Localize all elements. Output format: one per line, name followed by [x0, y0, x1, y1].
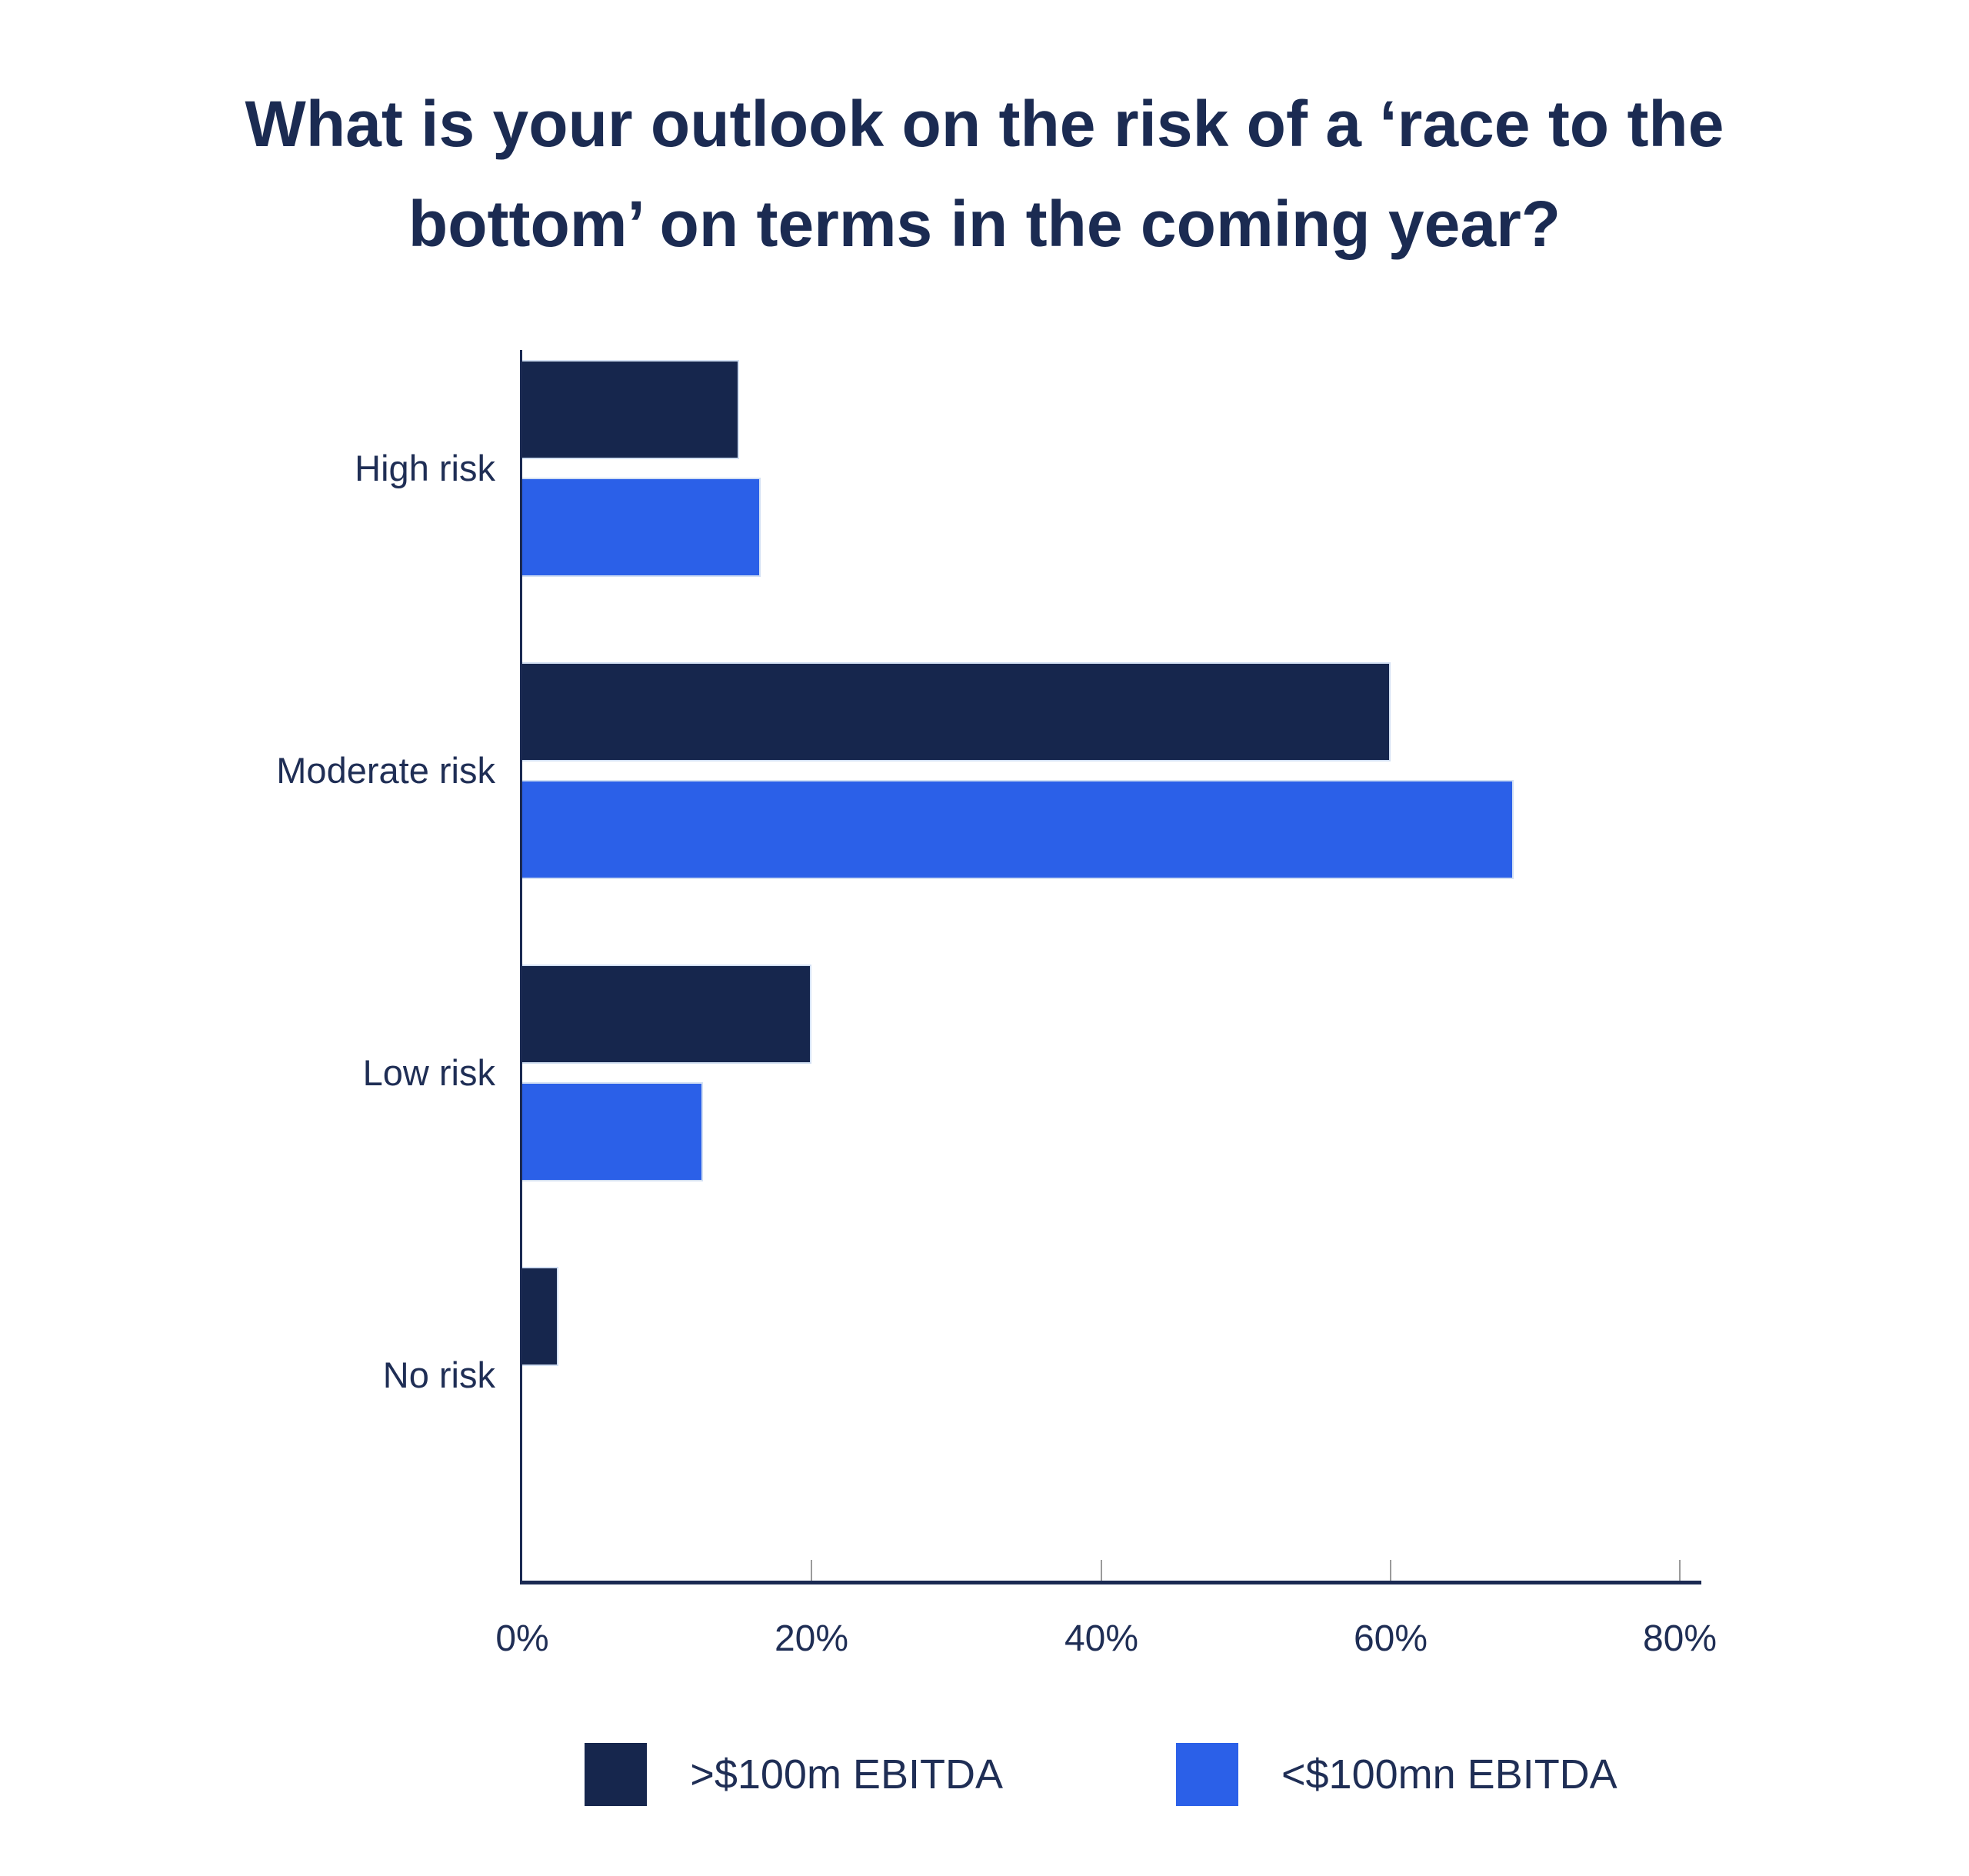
x-tick-label-20: 20% [774, 1618, 849, 1659]
x-tick-mark-40 [1101, 1560, 1102, 1581]
category-label-high-risk: High risk [355, 448, 495, 488]
category-label-moderate-risk: Moderate risk [276, 750, 495, 791]
bar-no-risk-100m-ebitda [522, 1267, 558, 1366]
legend-label-100m-ebitda: >$100m EBITDA [690, 1751, 1003, 1798]
legend: >$100m EBITDA <$100mn EBITDA [522, 1743, 1680, 1806]
legend-swatch-100mn-ebitda [1175, 1743, 1238, 1806]
legend-item-100m-ebitda: >$100m EBITDA [585, 1743, 1003, 1806]
bar-high-risk-100m-ebitda [522, 360, 739, 459]
x-tick-label-40: 40% [1064, 1618, 1139, 1659]
x-tick-label-80: 80% [1642, 1618, 1717, 1659]
bar-moderate-risk-100m-ebitda [522, 662, 1391, 761]
category-label-low-risk: Low risk [362, 1052, 495, 1093]
x-tick-mark-80 [1679, 1560, 1681, 1581]
x-tick-mark-60 [1390, 1560, 1391, 1581]
bar-low-risk-100mn-ebitda [522, 1082, 703, 1181]
bar-high-risk-100mn-ebitda [522, 478, 761, 577]
y-axis-line [520, 350, 522, 1584]
chart-title: What is your outlook on the risk of a ‘r… [62, 74, 1907, 274]
x-tick-label-0: 0% [495, 1618, 549, 1659]
bar-moderate-risk-100mn-ebitda [522, 780, 1514, 879]
chart-title-line-1: What is your outlook on the risk of a ‘r… [245, 88, 1724, 160]
category-label-no-risk: No risk [382, 1355, 495, 1395]
chart-title-line-2: bottom’ on terms in the coming year? [408, 188, 1561, 260]
legend-label-100mn-ebitda: <$100mn EBITDA [1281, 1751, 1618, 1798]
plot-area: High risk Moderate risk Low risk No risk 0% 2… [276, 350, 1717, 1659]
legend-swatch-100m-ebitda [585, 1743, 648, 1806]
x-axis-line [520, 1581, 1701, 1584]
bar-low-risk-100m-ebitda [522, 965, 811, 1064]
x-tick-label-60: 60% [1353, 1618, 1428, 1659]
x-tick-mark-20 [811, 1560, 812, 1581]
legend-item-100mn-ebitda: <$100mn EBITDA [1175, 1743, 1618, 1806]
